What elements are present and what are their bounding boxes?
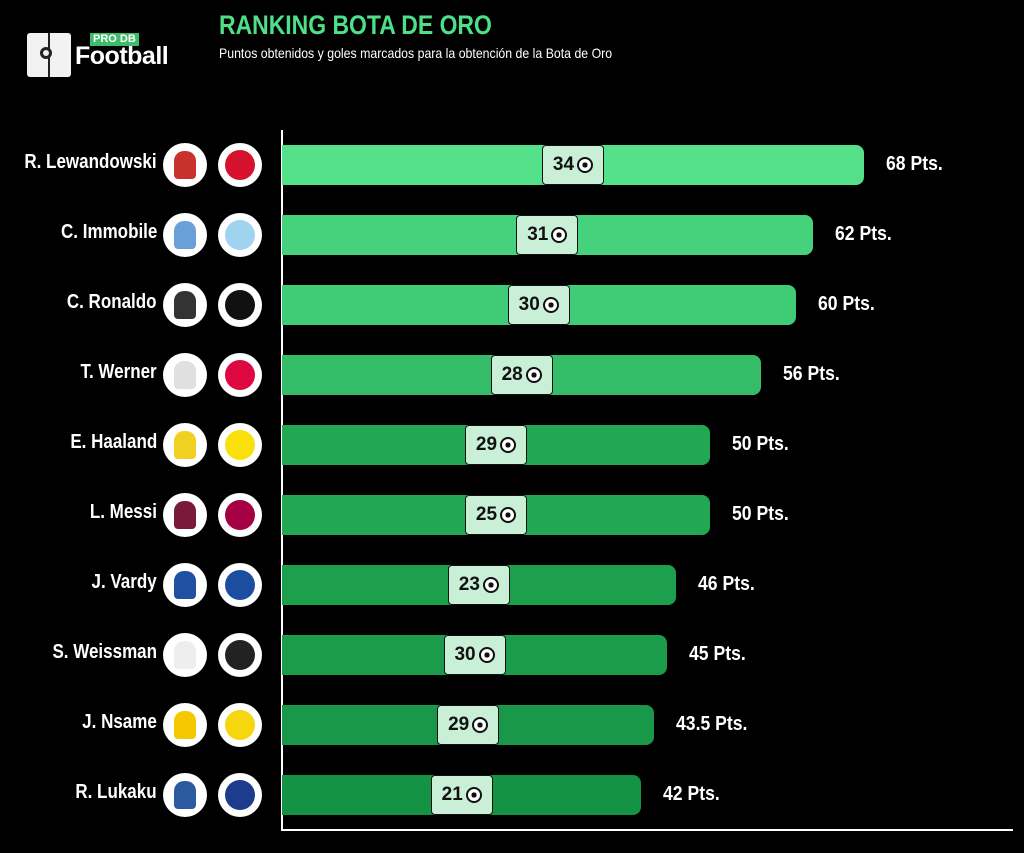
soccer-ball-icon	[482, 577, 499, 593]
club-crest-icon	[218, 353, 262, 397]
bar-row: C. Ronaldo 30 60 Pts.	[0, 283, 1024, 327]
soccer-ball-icon	[500, 507, 517, 523]
club-crest-icon	[218, 493, 262, 537]
goals-value: 31	[527, 224, 549, 245]
logo-badge: PRO DB	[90, 33, 139, 46]
club-crest-icon	[218, 703, 262, 747]
logo-text: Football	[75, 42, 169, 70]
bar-row: T. Werner 28 56 Pts.	[0, 353, 1024, 397]
goals-value: 25	[475, 504, 498, 525]
club-crest-icon	[218, 423, 262, 467]
goals-value: 34	[552, 154, 575, 175]
player-photo	[163, 143, 207, 187]
bar-row: J. Vardy 23 46 Pts.	[0, 563, 1024, 607]
player-photo	[163, 633, 207, 677]
player-name: L. Messi	[89, 501, 157, 523]
bar-row: E. Haaland 29 50 Pts.	[0, 423, 1024, 467]
logo	[27, 33, 71, 77]
soccer-ball-icon	[478, 647, 495, 663]
bar-row: R. Lukaku 21 42 Pts.	[0, 773, 1024, 817]
player-photo	[163, 283, 207, 327]
goals-value: 29	[475, 434, 498, 455]
goals-badge: 25	[464, 495, 527, 535]
player-name: R. Lewandowski	[24, 151, 157, 173]
points-label: 60 Pts.	[817, 293, 875, 315]
player-photo	[163, 773, 207, 817]
player-name: T. Werner	[80, 361, 157, 383]
goals-badge: 23	[447, 565, 510, 605]
x-axis-line	[281, 829, 1013, 831]
soccer-ball-icon	[542, 297, 559, 313]
player-name: J. Nsame	[82, 711, 157, 733]
goals-badge: 29	[437, 705, 500, 745]
points-label: 46 Pts.	[697, 573, 755, 595]
points-label: 50 Pts.	[731, 503, 789, 525]
club-crest-icon	[218, 213, 262, 257]
goals-value: 21	[441, 784, 463, 805]
points-label: 45 Pts.	[689, 643, 746, 665]
club-crest-icon	[218, 773, 262, 817]
goals-value: 23	[458, 574, 480, 595]
goals-badge: 29	[464, 425, 527, 465]
soccer-ball-icon	[525, 367, 542, 383]
player-name: E. Haaland	[70, 431, 157, 453]
club-crest-icon	[218, 633, 262, 677]
goals-badge: 21	[430, 775, 493, 815]
goals-value: 30	[454, 644, 476, 665]
player-photo	[163, 353, 207, 397]
points-label: 43.5 Pts.	[676, 713, 748, 735]
soccer-ball-icon	[472, 717, 489, 733]
chart-title: RANKING BOTA DE ORO	[219, 10, 492, 40]
club-crest-icon	[218, 143, 262, 187]
bar-row: L. Messi 25 50 Pts.	[0, 493, 1024, 537]
points-label: 56 Pts.	[783, 363, 841, 385]
player-name: C. Ronaldo	[67, 291, 157, 313]
club-crest-icon	[218, 563, 262, 607]
goals-value: 28	[501, 364, 523, 385]
player-name: S. Weissman	[52, 641, 157, 663]
soccer-ball-icon	[577, 157, 594, 173]
soccer-ball-icon	[551, 227, 568, 243]
soccer-ball-icon	[500, 437, 517, 453]
player-photo	[163, 493, 207, 537]
goals-badge: 30	[507, 285, 570, 325]
player-photo	[163, 423, 207, 467]
goals-value: 29	[448, 714, 470, 735]
goals-badge: 28	[490, 355, 553, 395]
player-name: J. Vardy	[91, 571, 157, 593]
player-photo	[163, 563, 207, 607]
goals-badge: 34	[542, 145, 604, 185]
bar-row: J. Nsame 29 43.5 Pts.	[0, 703, 1024, 747]
goals-badge: 31	[516, 215, 579, 255]
goals-badge: 30	[443, 635, 506, 675]
player-photo	[163, 703, 207, 747]
club-crest-icon	[218, 283, 262, 327]
points-label: 42 Pts.	[663, 783, 721, 805]
points-label: 50 Pts.	[731, 433, 789, 455]
chart-subtitle: Puntos obtenidos y goles marcados para l…	[219, 45, 613, 61]
bar-row: C. Immobile 31 62 Pts.	[0, 213, 1024, 257]
player-name: R. Lukaku	[75, 781, 157, 803]
bar-row: S. Weissman 30 45 Pts.	[0, 633, 1024, 677]
bar-row: R. Lewandowski 34 68 Pts.	[0, 143, 1024, 187]
y-axis-line	[281, 130, 283, 831]
player-photo	[163, 213, 207, 257]
player-name: C. Immobile	[60, 221, 157, 243]
points-label: 62 Pts.	[834, 223, 892, 245]
soccer-ball-icon	[465, 787, 482, 803]
goals-value: 30	[518, 294, 540, 315]
points-label: 68 Pts.	[886, 153, 943, 175]
